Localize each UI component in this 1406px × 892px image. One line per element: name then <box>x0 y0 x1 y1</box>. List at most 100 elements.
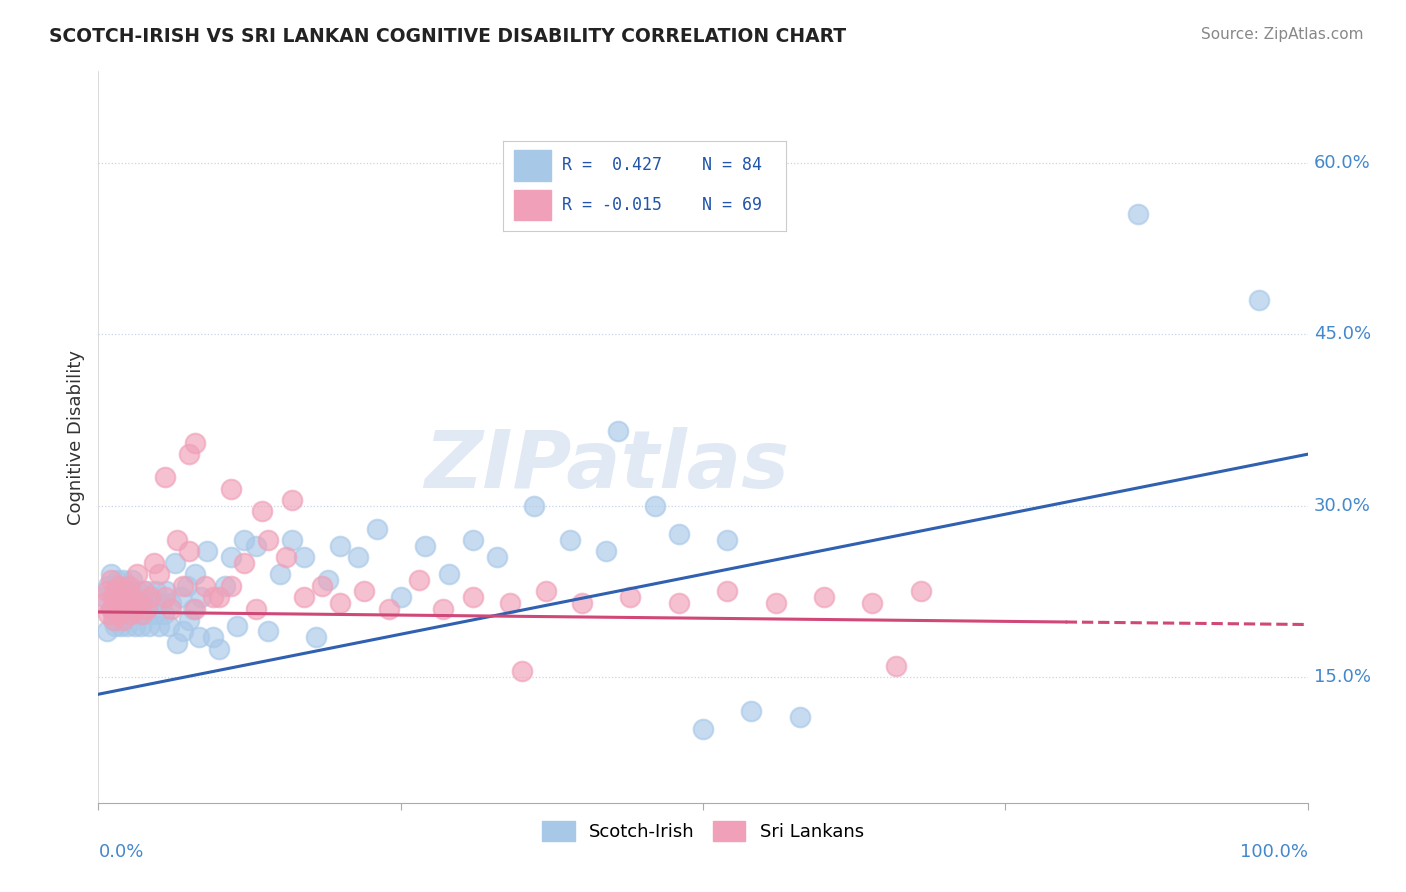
Point <box>179 447 201 461</box>
Text: 45.0%: 45.0% <box>1313 326 1371 343</box>
Point <box>595 544 617 558</box>
Point <box>100 601 122 615</box>
Point <box>329 596 352 610</box>
Point <box>329 539 352 553</box>
Point <box>96 624 118 639</box>
Point <box>121 573 143 587</box>
Text: 100.0%: 100.0% <box>1240 843 1308 861</box>
Point <box>316 573 339 587</box>
Point <box>108 607 131 622</box>
Point <box>221 579 243 593</box>
Point <box>305 630 328 644</box>
Y-axis label: Cognitive Disability: Cognitive Disability <box>66 350 84 524</box>
Point <box>101 613 124 627</box>
Point <box>153 470 176 484</box>
Point <box>510 665 533 679</box>
Text: ZIPatlas: ZIPatlas <box>423 427 789 506</box>
Point <box>93 590 115 604</box>
Point <box>129 618 152 632</box>
Point <box>166 533 188 547</box>
Point <box>644 499 666 513</box>
Point <box>110 590 132 604</box>
Point <box>558 533 581 547</box>
Point <box>221 550 243 565</box>
Point <box>111 613 134 627</box>
Point <box>104 618 127 632</box>
Point <box>105 596 128 610</box>
Point <box>152 607 174 622</box>
Point <box>523 499 546 513</box>
Point <box>413 539 436 553</box>
Point <box>93 596 115 610</box>
Point <box>740 705 762 719</box>
Point <box>202 630 225 644</box>
Point <box>408 573 430 587</box>
Point <box>100 567 122 582</box>
Point <box>120 607 142 622</box>
Point <box>432 601 454 615</box>
Point <box>169 590 191 604</box>
Point <box>172 624 194 639</box>
Point <box>221 482 243 496</box>
Point <box>860 596 883 610</box>
Text: 15.0%: 15.0% <box>1313 668 1371 686</box>
Bar <box>515 151 551 181</box>
Point <box>110 618 132 632</box>
Point <box>139 590 162 604</box>
Point <box>389 590 412 604</box>
Point <box>281 492 304 507</box>
Point <box>96 584 118 599</box>
Point <box>111 596 134 610</box>
Point <box>437 567 460 582</box>
Point <box>143 556 166 570</box>
Point <box>190 590 212 604</box>
Point <box>214 579 236 593</box>
Point <box>155 584 177 599</box>
Point <box>160 601 183 615</box>
Point <box>274 550 297 565</box>
Point <box>145 584 167 599</box>
Point <box>108 584 131 599</box>
Point <box>103 613 125 627</box>
Point <box>607 425 630 439</box>
Point <box>141 596 163 610</box>
Point <box>127 567 149 582</box>
Point <box>118 596 141 610</box>
Point <box>184 567 207 582</box>
Point <box>114 607 136 622</box>
Point <box>232 533 254 547</box>
Point <box>194 579 217 593</box>
Point <box>124 601 146 615</box>
Point <box>311 579 333 593</box>
Text: 60.0%: 60.0% <box>1313 153 1371 172</box>
Point <box>157 618 180 632</box>
Point <box>281 533 304 547</box>
Text: 30.0%: 30.0% <box>1313 497 1371 515</box>
Point <box>107 607 129 622</box>
Point <box>353 584 375 599</box>
Point <box>128 596 150 610</box>
Point <box>124 596 146 610</box>
Point <box>114 584 136 599</box>
Point <box>100 601 122 615</box>
Point <box>256 624 278 639</box>
Point <box>202 590 225 604</box>
Point <box>910 584 932 599</box>
Point <box>179 544 201 558</box>
Point <box>124 618 146 632</box>
Point <box>269 567 291 582</box>
Point <box>121 590 143 604</box>
Point <box>172 579 194 593</box>
Point <box>117 618 139 632</box>
Point <box>97 579 120 593</box>
Point <box>135 584 157 599</box>
Point <box>534 584 557 599</box>
Point <box>103 590 125 604</box>
Point <box>104 584 127 599</box>
Point <box>187 630 209 644</box>
Point <box>245 539 267 553</box>
Point <box>101 590 124 604</box>
Point <box>166 636 188 650</box>
Point <box>105 573 128 587</box>
Point <box>97 607 120 622</box>
